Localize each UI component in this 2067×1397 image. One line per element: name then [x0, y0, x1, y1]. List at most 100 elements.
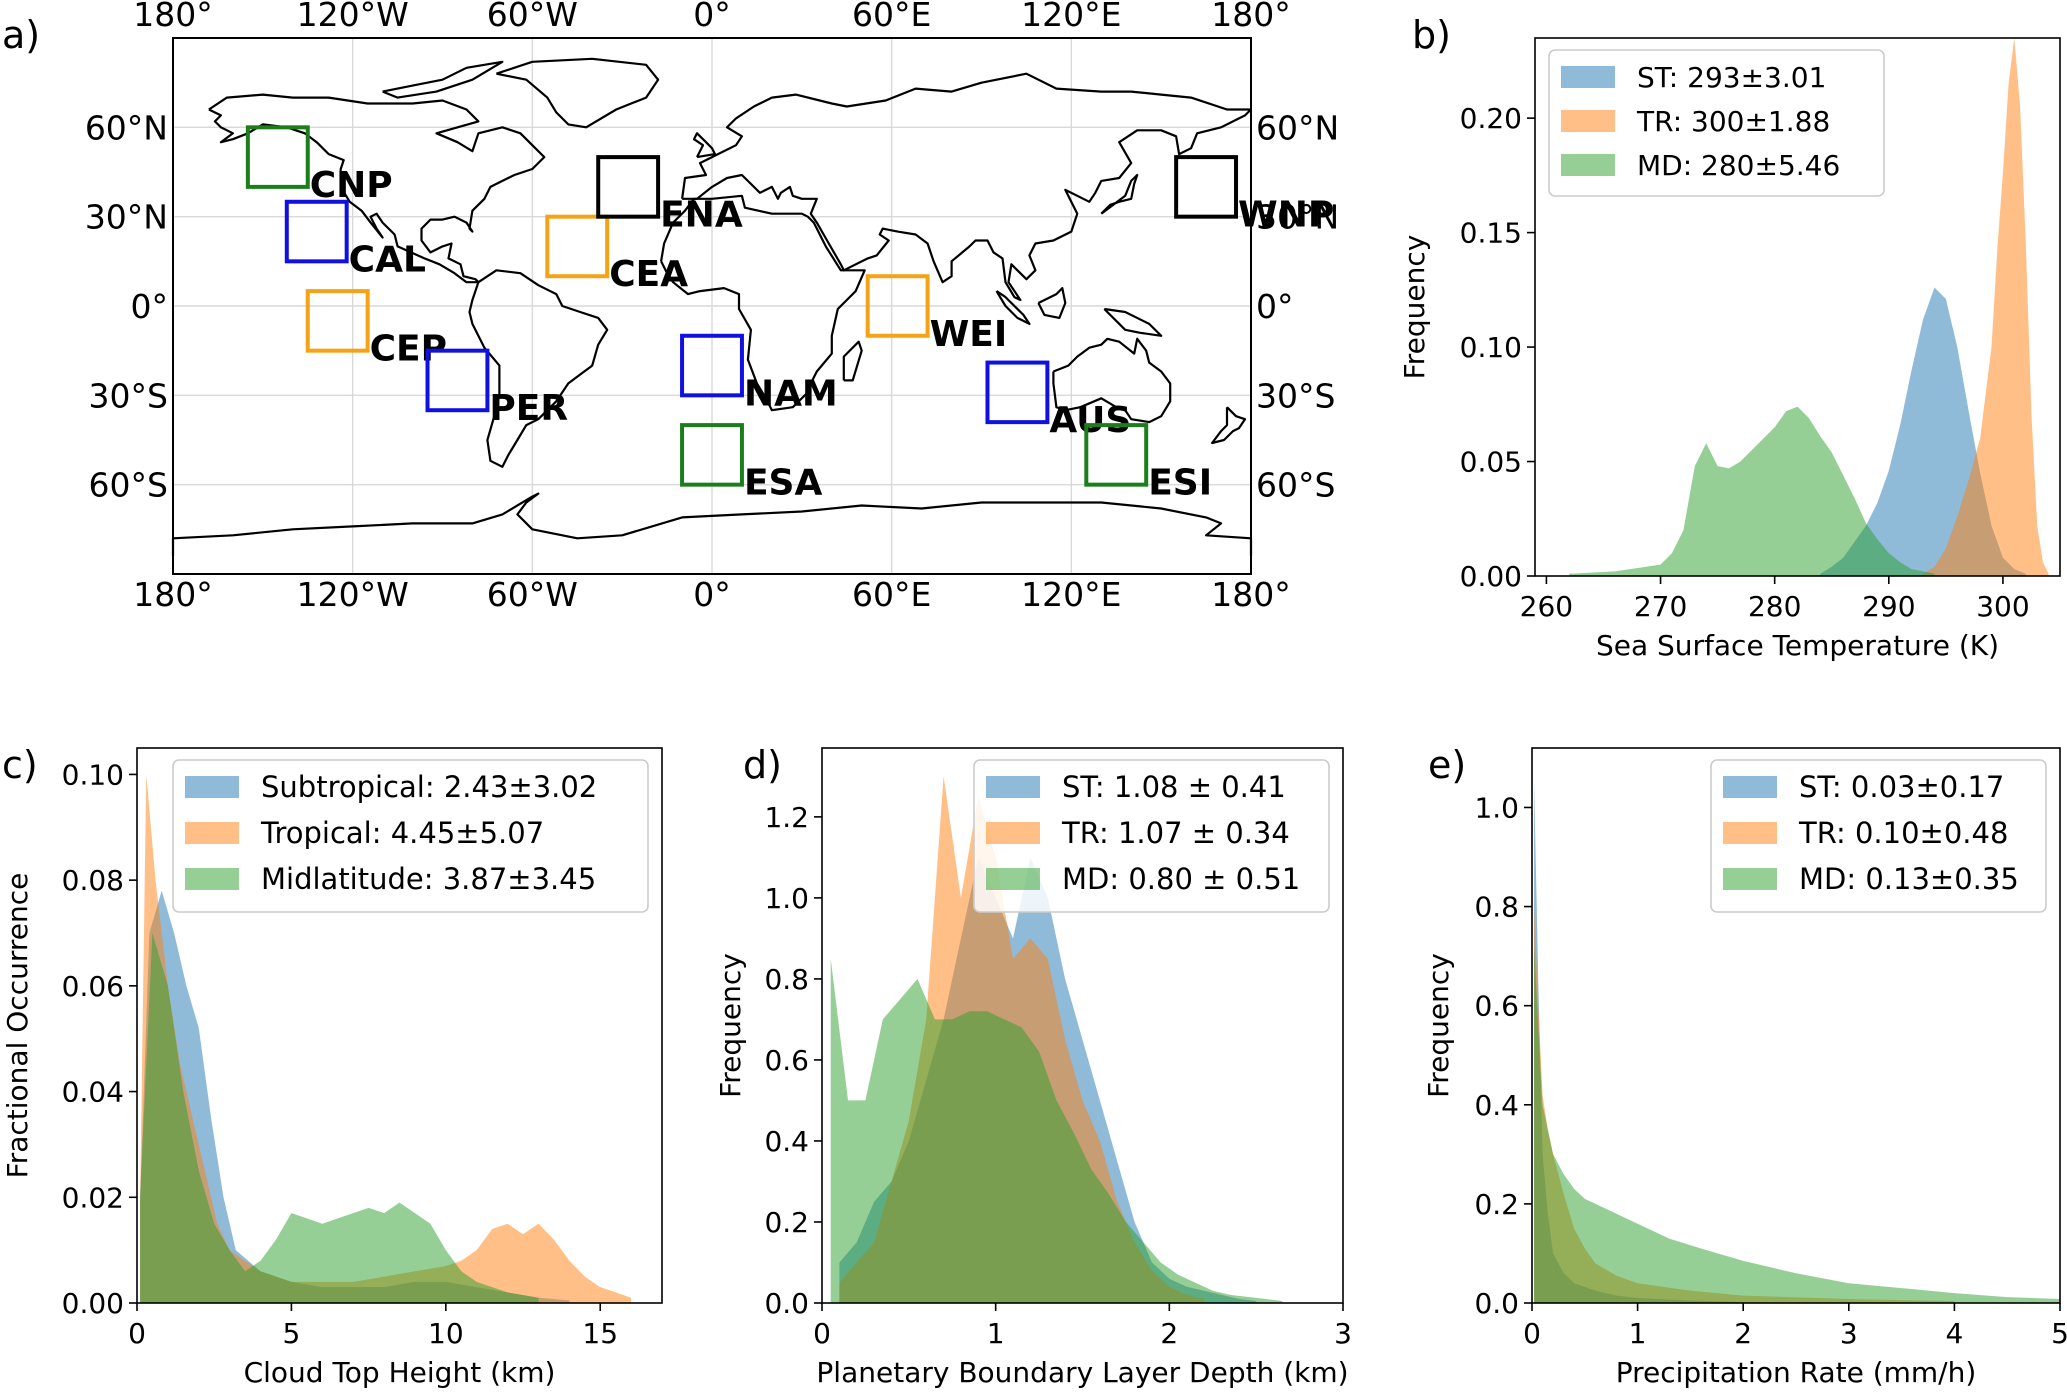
region-label-wei: WEI [930, 314, 1008, 355]
lat-tick-left: 30°N [85, 198, 168, 237]
region-per: PER [425, 348, 568, 429]
lon-tick-top: 0° [693, 0, 731, 34]
region-box-esi [1084, 423, 1149, 487]
histogram-midlatitude [1569, 406, 1935, 576]
legend-entry-midlatitude: Midlatitude: 3.87±3.45 [261, 862, 596, 896]
legend-swatch-tropical [986, 822, 1040, 844]
x-tick-label: 3 [1840, 1317, 1858, 1350]
x-tick-label: 1 [1629, 1317, 1647, 1350]
legend-swatch-midlatitude [1561, 154, 1615, 176]
coastline-madagascar [842, 340, 863, 382]
legend-swatch-subtropical [1723, 776, 1777, 798]
histogram-midlatitude [140, 933, 539, 1303]
region-esa: ESA [680, 423, 822, 504]
x-tick-label: 1 [987, 1317, 1005, 1350]
region-cal: CAL [284, 199, 426, 280]
x-tick-label: 300 [1976, 590, 2029, 623]
axes-frame [1531, 747, 2061, 1304]
panel-label-e: e) [1428, 743, 1466, 787]
region-box-per [425, 348, 490, 413]
legend-entry-tropical: TR: 1.07 ± 0.34 [1061, 816, 1290, 850]
y-tick-label: 0.00 [1460, 560, 1522, 593]
region-label-cal: CAL [349, 239, 426, 280]
y-axis-label: Fractional Occurrence [1, 873, 34, 1179]
region-box-wnp [1174, 155, 1239, 219]
plot-area [1569, 38, 2049, 576]
x-axis-label: Sea Surface Temperature (K) [1596, 629, 1999, 662]
histogram-tropical [1923, 38, 2049, 576]
x-tick-label: 10 [428, 1317, 464, 1350]
legend-swatch-subtropical [986, 776, 1040, 798]
x-tick-label: 0 [128, 1317, 146, 1350]
legend-entry-tropical: TR: 0.10±0.48 [1798, 816, 2008, 850]
y-tick-label: 0.10 [62, 758, 124, 791]
region-box-esa [680, 423, 744, 487]
panel-a-map: a) CNPCALCEPPERCEAENANAMESAWEIAUSESIWNP … [2, 0, 1339, 614]
region-box-wei [865, 274, 930, 338]
region-box-cep [305, 289, 370, 353]
y-axis-label: Frequency [714, 953, 747, 1098]
legend-swatch-subtropical [185, 776, 239, 798]
legend-box [172, 759, 649, 913]
lon-tick-top: 120°W [297, 0, 409, 34]
coastline-south-america [468, 269, 609, 468]
region-label-wnp: WNP [1238, 195, 1334, 236]
y-axis-label: Frequency [1422, 953, 1455, 1098]
axes-frame [821, 747, 1344, 1304]
map-frame [172, 37, 1252, 575]
coastline-arctic-islands [382, 60, 504, 99]
y-tick-label: 0.2 [1474, 1188, 1519, 1221]
y-tick-label: 0.15 [1460, 217, 1522, 250]
plot-area [140, 774, 632, 1303]
legend-entry-midlatitude: MD: 280±5.46 [1637, 149, 1840, 182]
lat-tick-right: 0° [1256, 287, 1294, 326]
legend-entry-midlatitude: MD: 0.13±0.35 [1799, 862, 2019, 896]
coastlines [171, 57, 1253, 557]
plot-area [830, 776, 1283, 1303]
histogram-midlatitude [830, 958, 1283, 1303]
x-tick-label: 2 [1160, 1317, 1178, 1350]
lat-tick-right: 30°S [1256, 376, 1335, 415]
region-label-cnp: CNP [310, 165, 393, 206]
legend-entry-subtropical: ST: 0.03±0.17 [1799, 770, 2004, 804]
legend-entry-tropical: TR: 300±1.88 [1636, 105, 1830, 138]
legend-entry-subtropical: ST: 1.08 ± 0.41 [1062, 770, 1286, 804]
coastline-new-zealand [1210, 406, 1247, 445]
legend-swatch-tropical [1723, 822, 1777, 844]
plot-area [1534, 782, 2060, 1303]
legend-box [1710, 759, 2047, 913]
lon-tick-top: 180° [1211, 0, 1291, 34]
panel-label-a: a) [2, 13, 40, 57]
legend-swatch-midlatitude [986, 868, 1040, 890]
panel-b-sst-histogram: b) 260 270 280 290 300 0.00 0.05 0.10 0.15 0.20 Se… [1398, 13, 2061, 662]
lon-tick-bottom: 180° [133, 575, 213, 614]
region-wei: WEI [865, 274, 1008, 355]
region-box-nam [680, 333, 744, 398]
coastline-europe-asia [681, 72, 1253, 302]
legend: ST: 1.08 ± 0.41 TR: 1.07 ± 0.34 MD: 0.80 ±… [973, 759, 1330, 913]
region-wnp: WNP [1174, 155, 1334, 236]
legend-box [973, 759, 1330, 913]
x-tick-label: 3 [1334, 1317, 1352, 1350]
lat-tick-right: 60°N [1256, 108, 1339, 147]
legend-entry-tropical: Tropical: 4.45±5.07 [260, 816, 544, 850]
lon-tick-bottom: 120°W [297, 575, 409, 614]
x-tick-label: 270 [1634, 590, 1687, 623]
y-tick-label: 0.08 [62, 864, 124, 897]
map-gridlines [173, 38, 1251, 574]
y-tick-label: 0.6 [764, 1044, 809, 1077]
region-label-cea: CEA [609, 254, 688, 295]
axes-frame [1534, 37, 2061, 577]
coastline-indonesia-borneo [1037, 287, 1067, 319]
y-tick-label: 0.10 [1460, 331, 1522, 364]
y-tick-label: 0.8 [764, 963, 809, 996]
legend: ST: 293±3.01 TR: 300±1.88 MD: 280±5.46 [1548, 49, 1885, 197]
panel-c-cloud-top-histogram: c) 0 5 10 15 0.00 0.02 0.04 0.06 0.08 0.10 Cloud T… [1, 743, 663, 1389]
coastline-antarctica [171, 492, 1253, 557]
region-label-nam: NAM [744, 373, 838, 414]
coastline-uk [692, 132, 717, 159]
region-nam: NAM [680, 333, 838, 414]
map-tick-labels: 180° 180° 120°W 120°W 60°W 60°W 0° 0° 60°E 60°E 12… [85, 0, 1339, 614]
legend-swatch-midlatitude [1723, 868, 1777, 890]
